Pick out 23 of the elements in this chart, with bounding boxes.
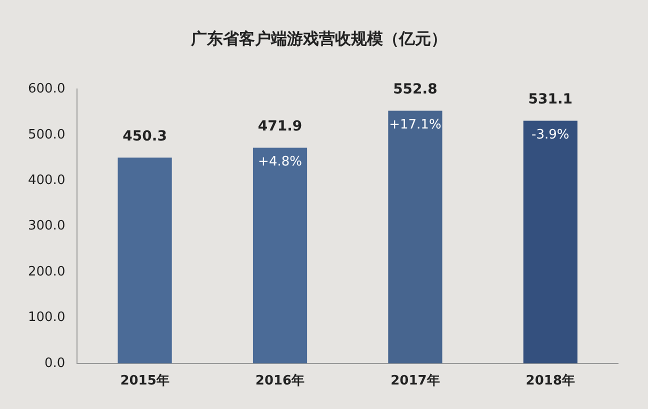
y-tick-label: 300.0	[28, 218, 66, 234]
data-label: 471.9	[258, 118, 302, 134]
data-label: 450.3	[122, 128, 167, 144]
y-tick-label: 600.0	[28, 82, 66, 97]
bar	[523, 120, 578, 364]
y-tick-label: 500.0	[28, 127, 66, 142]
x-tick-label: 2018年	[526, 374, 575, 389]
y-tick-label: 400.0	[28, 172, 66, 188]
x-tick-label: 2017年	[390, 374, 440, 389]
x-tick-label: 2016年	[255, 374, 305, 389]
y-tick-label: 200.0	[28, 264, 66, 280]
bar	[118, 158, 172, 364]
annotation: +4.8%	[258, 154, 302, 170]
annotation: -3.9%	[532, 128, 570, 143]
chart-title: 广东省客户端游戏营收规模（亿元）	[190, 28, 447, 48]
annotation: +17.1%	[389, 118, 442, 133]
y-tick-label: 100.0	[28, 310, 66, 326]
bar	[388, 110, 442, 364]
data-label: 531.1	[528, 91, 573, 108]
y-tick-label: 0.0	[44, 356, 66, 371]
bar	[252, 148, 308, 364]
x-tick-label: 2015年	[120, 374, 170, 389]
data-label: 552.8	[393, 81, 438, 98]
